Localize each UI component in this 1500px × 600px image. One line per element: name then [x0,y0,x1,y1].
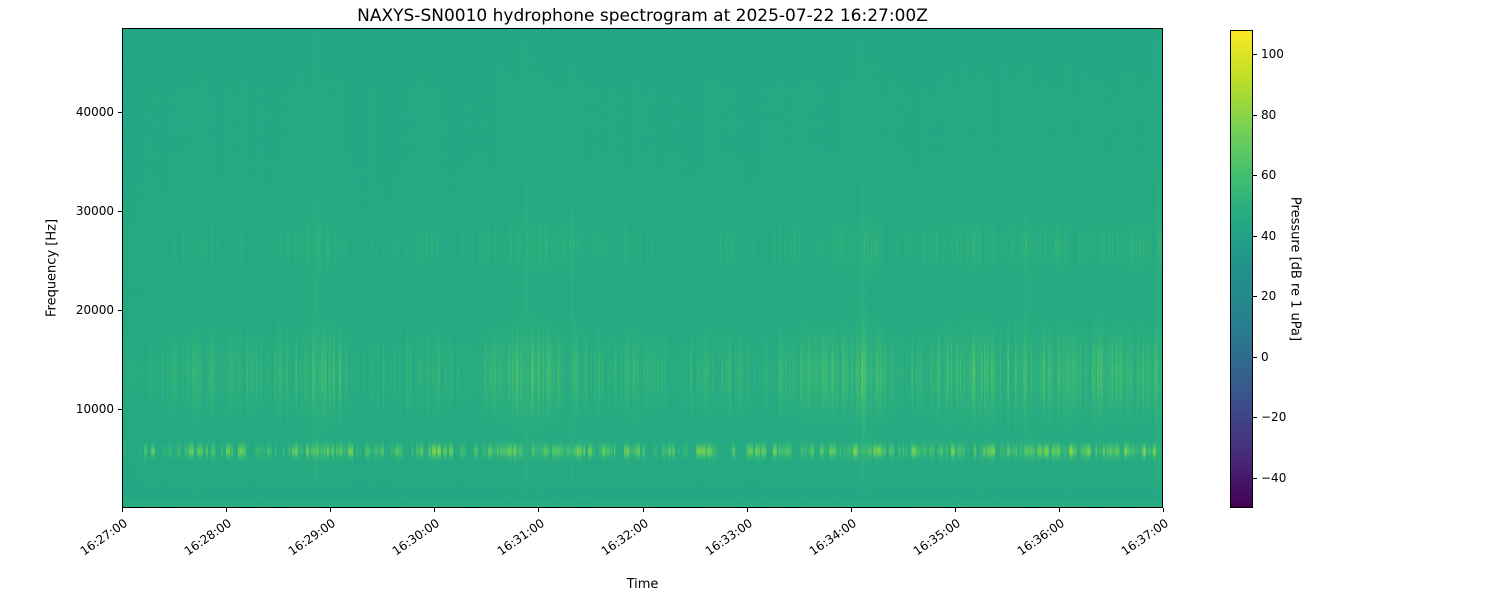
x-axis-label: Time [626,577,659,592]
colorbar-tick-mark [1253,235,1257,237]
colorbar-tick-mark [1253,477,1257,479]
colorbar-tick-label: 0 [1261,349,1269,364]
colorbar-tick-label: 60 [1261,168,1277,183]
colorbar-tick-label: −40 [1261,470,1287,485]
x-tick-mark [954,508,956,512]
colorbar-tick-label: −20 [1261,410,1287,425]
x-tick-mark [330,508,332,512]
x-tick-mark [1058,508,1060,512]
colorbar-tick-mark [1253,296,1257,298]
x-tick-mark [122,508,123,512]
x-tick-mark [1163,508,1164,512]
colorbar-tick-mark [1253,175,1257,177]
x-tick-label: 16:27:00 [77,516,131,559]
x-tick-label: 16:37:00 [1118,516,1172,559]
colorbar-tick-label: 100 [1261,47,1284,62]
x-tick-label: 16:30:00 [390,516,443,559]
colorbar-tick-mark [1253,114,1257,116]
colorbar-label: Pressure [dB re 1 uPa] [1287,196,1303,342]
x-tick-mark [538,508,540,512]
y-tick-mark [118,112,122,114]
colorbar-tick-mark [1253,54,1257,56]
y-tick-label: 40000 [75,105,114,120]
spectrogram-heatmap [122,28,1163,508]
colorbar [1230,30,1253,508]
y-axis-label: Frequency [Hz] [44,218,60,318]
y-tick-label: 30000 [75,204,114,219]
colorbar-tick-mark [1253,356,1257,358]
x-tick-label: 16:34:00 [806,516,859,559]
x-tick-mark [850,508,852,512]
x-tick-label: 16:33:00 [702,516,755,559]
y-tick-label: 20000 [75,303,114,318]
colorbar-tick-label: 80 [1261,107,1277,122]
colorbar-tick-label: 20 [1261,289,1277,304]
x-tick-label: 16:36:00 [1014,516,1067,559]
x-tick-mark [434,508,436,512]
y-tick-mark [118,211,122,213]
x-tick-mark [226,508,228,512]
x-tick-mark [746,508,748,512]
x-tick-label: 16:28:00 [181,516,235,559]
colorbar-tick-label: 40 [1261,228,1277,243]
x-tick-label: 16:35:00 [910,516,963,559]
x-tick-label: 16:31:00 [494,516,547,559]
y-tick-mark [118,310,122,312]
plot-title: NAXYS-SN0010 hydrophone spectrogram at 2… [357,6,928,26]
y-tick-label: 10000 [75,402,114,417]
x-tick-mark [642,508,644,512]
x-tick-label: 16:29:00 [286,516,339,559]
y-tick-mark [118,409,122,411]
colorbar-tick-mark [1253,417,1257,419]
x-tick-label: 16:32:00 [598,516,651,559]
